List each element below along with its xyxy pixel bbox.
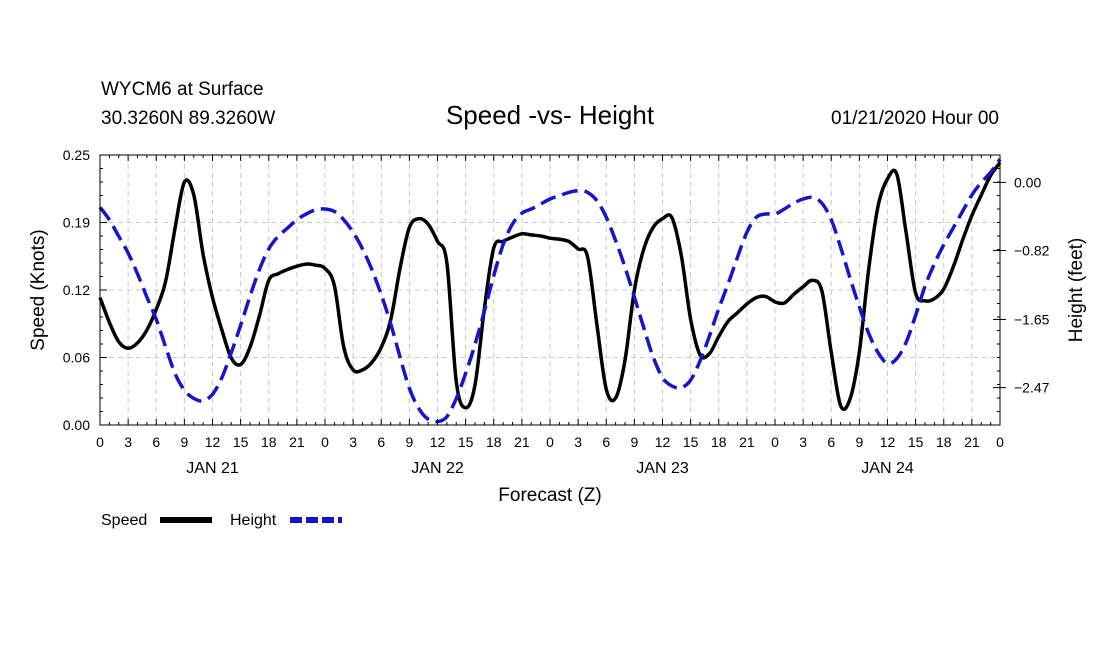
y-tick-label-left: 0.06 <box>63 350 90 366</box>
station-label: WYCM6 at Surface <box>101 79 264 100</box>
y-tick-label-right: 0.00 <box>1014 174 1041 190</box>
plot-series <box>98 158 1002 424</box>
x-tick-label: 6 <box>602 434 610 450</box>
legend-height-label: Height <box>230 512 277 529</box>
x-tick-label: 6 <box>827 434 835 450</box>
x-tick-label: 6 <box>377 434 385 450</box>
grid <box>100 155 1000 425</box>
x-tick-label: 0 <box>321 434 329 450</box>
y-tick-label-left: 0.12 <box>63 282 90 298</box>
series-height-line <box>98 158 1002 424</box>
x-tick-label: 21 <box>514 434 530 450</box>
x-tick-label: 18 <box>261 434 277 450</box>
run-datetime: 01/21/2020 Hour 00 <box>831 108 999 129</box>
y-tick-label-left: 0.25 <box>63 147 90 163</box>
x-tick-label: 12 <box>430 434 446 450</box>
x-tick-label: 6 <box>152 434 160 450</box>
x-tick-label: 0 <box>996 434 1004 450</box>
x-tick-label: 21 <box>289 434 305 450</box>
x-tick-label: 3 <box>124 434 132 450</box>
x-tick-label: 3 <box>799 434 807 450</box>
y-tick-label-right: −0.82 <box>1014 243 1050 259</box>
y-tick-label-left: 0.19 <box>63 215 90 231</box>
x-tick-label: 15 <box>908 434 924 450</box>
x-tick-label: 9 <box>630 434 638 450</box>
station-coords: 30.3260N 89.3260W <box>101 108 275 129</box>
day-label: JAN 23 <box>636 460 689 477</box>
x-tick-label: 15 <box>233 434 249 450</box>
x-tick-label: 21 <box>739 434 755 450</box>
x-tick-label: 15 <box>683 434 699 450</box>
x-tick-label: 9 <box>180 434 188 450</box>
legend-speed-label: Speed <box>101 512 147 529</box>
x-tick-label: 0 <box>546 434 554 450</box>
x-tick-label: 15 <box>458 434 474 450</box>
x-tick-label: 21 <box>964 434 980 450</box>
x-tick-label: 0 <box>96 434 104 450</box>
x-tick-label: 18 <box>486 434 502 450</box>
y-axis-title-left: Speed (Knots) <box>28 229 49 350</box>
day-label: JAN 24 <box>861 460 914 477</box>
y-axis-title-right: Height (feet) <box>1066 238 1087 343</box>
x-tick-label: 0 <box>771 434 779 450</box>
x-tick-label: 18 <box>711 434 727 450</box>
axes: 0 3 6 9 12 15 18 21 0 3 6 9 12 15 18 21 0 3 6 9 12 15 18 21 0 3 6 9… <box>63 147 1050 477</box>
chart-title: Speed -vs- Height <box>446 100 655 130</box>
y-tick-label-right: −2.47 <box>1014 380 1050 396</box>
day-label: JAN 22 <box>411 460 464 477</box>
series-speed-line <box>98 161 1002 412</box>
x-tick-label: 9 <box>855 434 863 450</box>
x-tick-label: 18 <box>936 434 952 450</box>
x-tick-label: 12 <box>655 434 671 450</box>
y-tick-label-left: 0.00 <box>63 417 90 433</box>
y-tick-label-right: −1.65 <box>1014 311 1050 327</box>
x-tick-label: 9 <box>405 434 413 450</box>
x-axis-title: Forecast (Z) <box>498 485 601 506</box>
x-tick-label: 12 <box>205 434 221 450</box>
x-tick-label: 3 <box>574 434 582 450</box>
legend: Speed Height <box>101 512 342 529</box>
x-tick-label: 12 <box>880 434 896 450</box>
x-tick-label: 3 <box>349 434 357 450</box>
day-label: JAN 21 <box>186 460 239 477</box>
